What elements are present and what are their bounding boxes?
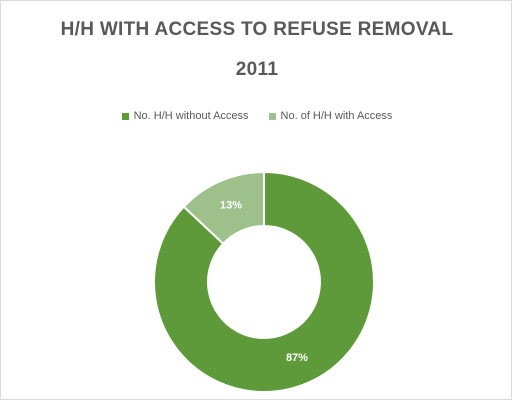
data-label-without-access: 87% bbox=[286, 352, 308, 364]
data-label-with-access: 13% bbox=[220, 200, 242, 212]
legend-item-without-access: No. H/H without Access bbox=[121, 110, 249, 122]
legend-label-without-access: No. H/H without Access bbox=[133, 110, 249, 122]
legend-swatch-with-access bbox=[268, 112, 276, 120]
chart-title: H/H WITH ACCESS TO REFUSE REMOVAL bbox=[60, 19, 454, 40]
doughnut-slice-with-access bbox=[182, 170, 265, 246]
chart-title-year: 2011 bbox=[235, 59, 279, 80]
legend-swatch-without-access bbox=[121, 112, 129, 120]
chart-legend: No. H/H without Access No. of H/H with A… bbox=[1, 110, 511, 122]
legend-label-with-access: No. of H/H with Access bbox=[280, 110, 393, 122]
legend-item-with-access: No. of H/H with Access bbox=[268, 110, 393, 122]
doughnut-slice-without-access bbox=[153, 170, 375, 393]
